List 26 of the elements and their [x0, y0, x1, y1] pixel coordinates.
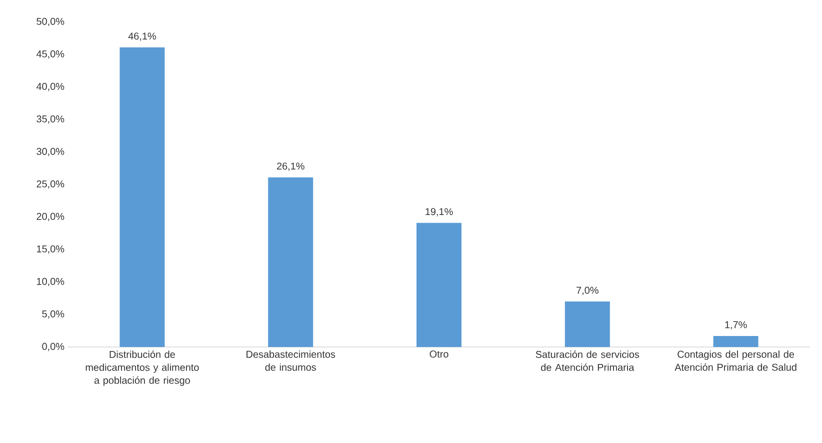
- data-label: 19,1%: [426, 208, 453, 216]
- bar: [120, 47, 165, 347]
- y-tick-label: 40,0%: [36, 82, 64, 92]
- x-tick-label: Contagios del personal de Atención Primaria de Salud: [674, 350, 796, 371]
- bar: [268, 177, 314, 347]
- x-tick-label: Distribución de medicamentos y alimento a población de riesgo: [86, 350, 199, 386]
- x-tick-label: Desabastecimientos de insumos: [246, 350, 336, 371]
- y-tick-label: 50,0%: [36, 18, 64, 26]
- bar: [713, 336, 758, 347]
- data-label: 26,1%: [276, 162, 304, 171]
- bar: [564, 302, 610, 347]
- data-label: 46,1%: [128, 32, 156, 41]
- data-label: 1,7%: [725, 321, 747, 330]
- y-tick-label: 0,0%: [42, 342, 64, 352]
- y-tick-label: 25,0%: [36, 180, 64, 189]
- y-tick-label: 30,0%: [36, 148, 64, 156]
- x-tick-label: Saturación de servicios de Atención Primaria: [536, 350, 640, 371]
- x-tick-label: Otro: [430, 350, 448, 358]
- y-tick-label: 45,0%: [36, 50, 64, 59]
- bar: [416, 222, 462, 347]
- data-label: 7,0%: [576, 286, 598, 295]
- y-tick-label: 20,0%: [36, 212, 64, 222]
- y-tick-label: 10,0%: [37, 278, 64, 286]
- y-tick-label: 15,0%: [37, 245, 64, 254]
- y-tick-label: 35,0%: [36, 115, 64, 124]
- y-tick-label: 5,0%: [42, 310, 64, 319]
